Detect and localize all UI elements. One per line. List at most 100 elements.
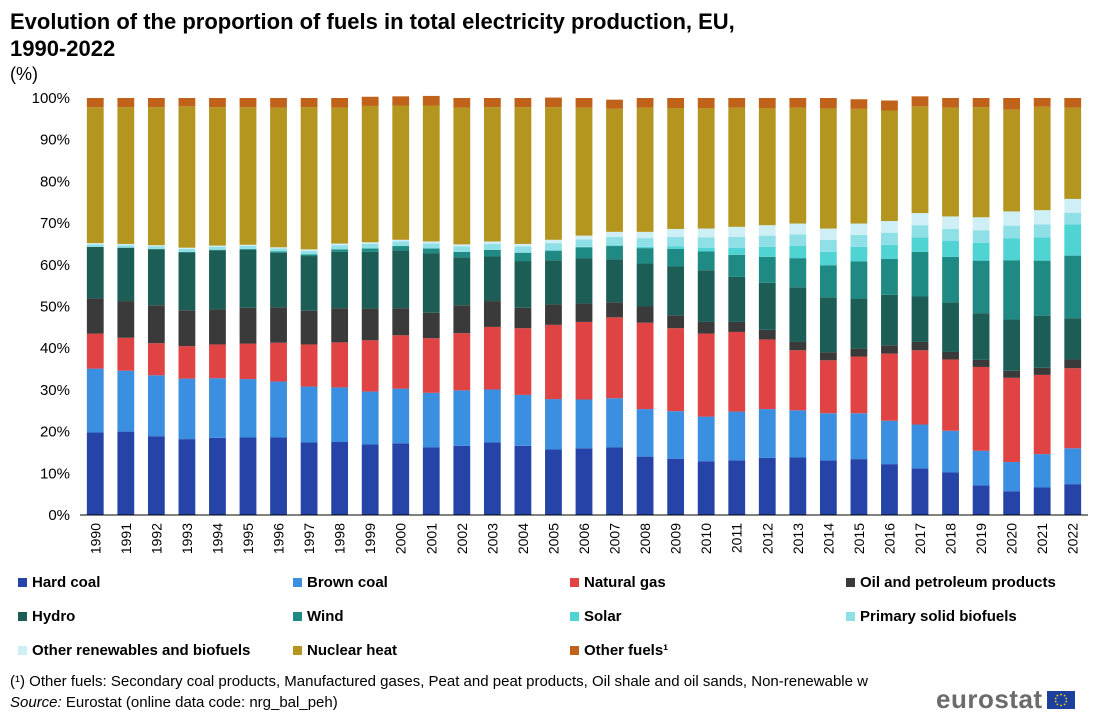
bar-segment (483, 389, 501, 443)
bar-segment (1064, 448, 1082, 485)
bar-segment (972, 359, 990, 367)
bar-segment (1033, 454, 1051, 488)
bar-segment (453, 333, 471, 391)
bar-segment (881, 244, 898, 259)
legend-swatch (570, 612, 579, 621)
bar-stack (667, 98, 685, 515)
bar-segment (514, 243, 532, 247)
bar-segment (881, 420, 898, 465)
bar-segment (270, 251, 287, 253)
bar-segment (728, 276, 746, 322)
bar-segment (545, 324, 562, 400)
legend-swatch (293, 646, 302, 655)
bar-segment (697, 228, 715, 238)
bar-segment (881, 232, 898, 245)
bar-segment (361, 105, 379, 243)
bar-segment (728, 460, 746, 515)
bar-segment (270, 98, 287, 108)
bar-segment (1064, 107, 1082, 199)
bar-segment (331, 342, 349, 388)
bar-segment (117, 370, 135, 432)
bar-segment (270, 307, 287, 343)
y-tick-label: 20% (40, 424, 70, 441)
bar-stack (147, 98, 165, 515)
x-tick-label: 2022 (1065, 523, 1081, 554)
bar-segment (850, 459, 868, 515)
bar-segment (147, 436, 165, 515)
bar-segment (331, 245, 349, 250)
bar-segment (514, 261, 532, 308)
bar-segment (636, 306, 654, 323)
bar-segment (270, 437, 287, 515)
bar-segment (178, 310, 196, 347)
x-tick-label: 2001 (423, 523, 439, 554)
legend-item: Other fuels¹ (570, 642, 668, 659)
bar-segment (453, 244, 471, 247)
x-tick-label: 2011 (729, 523, 745, 553)
bar-segment (392, 250, 410, 309)
bar-segment (758, 235, 776, 247)
bar-stack (819, 98, 837, 515)
bar-segment (392, 443, 410, 515)
bar-stack (1064, 98, 1082, 515)
x-tick-label: 1993 (179, 523, 195, 554)
legend-item: Natural gas (570, 574, 666, 591)
bar-segment (667, 228, 685, 237)
bar-segment (1064, 98, 1082, 108)
bar-stack (270, 98, 287, 515)
bar-segment (453, 257, 471, 306)
bar-segment (972, 485, 990, 515)
bar-segment (422, 243, 440, 249)
bar-segment (758, 98, 776, 109)
bar-segment (239, 248, 257, 250)
bar-segment (850, 223, 868, 235)
legend-swatch (18, 612, 27, 621)
x-tick-label: 1991 (118, 523, 134, 554)
bar-segment (667, 328, 685, 412)
y-tick-label: 70% (40, 215, 70, 232)
bar-segment (483, 249, 501, 257)
bar-segment (392, 335, 410, 389)
bar-segment (942, 228, 959, 242)
y-tick-label: 50% (40, 299, 70, 316)
x-tick-label: 1995 (240, 523, 256, 554)
bar-segment (1033, 315, 1051, 368)
legend-label: Nuclear heat (307, 642, 398, 659)
bar-segment (972, 98, 990, 108)
bar-segment (1033, 237, 1051, 261)
bar-segment (1003, 109, 1021, 212)
bar-segment (300, 107, 318, 250)
bar-segment (758, 108, 776, 226)
bar-segment (881, 353, 898, 421)
bar-segment (178, 439, 196, 515)
bar-segment (361, 340, 379, 392)
bar-segment (86, 432, 104, 515)
bar-segment (819, 251, 837, 266)
bar-segment (850, 108, 868, 224)
bar-segment (758, 246, 776, 257)
bar-segment (209, 246, 226, 250)
x-tick-label: 2014 (820, 523, 836, 554)
bar-segment (728, 247, 746, 255)
bar-segment (881, 221, 898, 233)
bar-stack (789, 98, 807, 515)
bar-segment (392, 241, 410, 247)
bar-segment (331, 98, 349, 108)
bar-segment (667, 248, 685, 267)
bar-segment (636, 98, 654, 108)
bar-stack (178, 98, 196, 515)
bar-segment (728, 254, 746, 277)
bar-segment (209, 250, 226, 310)
x-tick-label: 2012 (759, 523, 775, 554)
bar-segment (453, 246, 471, 252)
bar-segment (147, 343, 165, 376)
bar-segment (239, 437, 257, 515)
bar-segment (209, 437, 226, 515)
bar-segment (209, 309, 226, 345)
bar-segment (881, 464, 898, 515)
bar-segment (667, 458, 685, 515)
bar-segment (1033, 367, 1051, 375)
bar-segment (270, 107, 287, 248)
bar-segment (911, 341, 929, 351)
bar-segment (575, 303, 593, 322)
